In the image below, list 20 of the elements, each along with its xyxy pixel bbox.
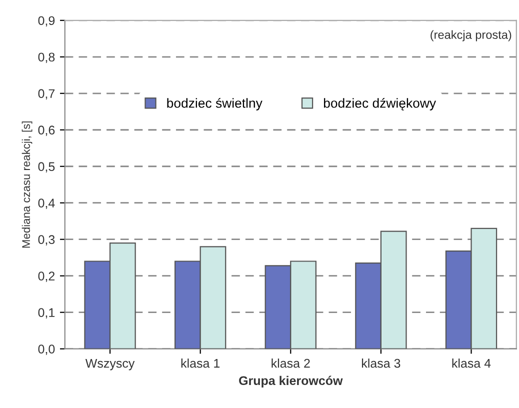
x-axis-title: Grupa kierowców <box>239 376 343 388</box>
x-tick-label: klasa 2 <box>272 358 310 368</box>
x-tick-label: klasa 4 <box>452 358 491 368</box>
y-tick-label: 0,7 <box>38 89 55 100</box>
legend-label: bodziec dźwiękowy <box>324 98 436 110</box>
x-tick-label: klasa 1 <box>181 358 220 368</box>
y-tick-label: 0,3 <box>38 235 55 246</box>
y-tick-label: 0,2 <box>38 272 55 282</box>
y-tick-label: 0,8 <box>38 52 55 64</box>
y-tick-label: 0,0 <box>38 344 55 355</box>
legend-label: bodziec świetlny <box>167 98 262 110</box>
y-tick-label: 0,6 <box>38 126 55 136</box>
y-axis-title: Mediana czasu reakcji, [s] <box>22 121 32 248</box>
x-tick-label: klasa 3 <box>362 358 400 368</box>
x-tick-label: Wszyscy <box>85 359 135 370</box>
y-tick-label: 0,9 <box>38 16 55 27</box>
y-tick-label: 0,5 <box>38 162 55 172</box>
annotation: (reakcja prosta) <box>430 30 512 42</box>
y-tick-label: 0,1 <box>38 308 55 318</box>
y-tick-label: 0,4 <box>38 198 55 209</box>
